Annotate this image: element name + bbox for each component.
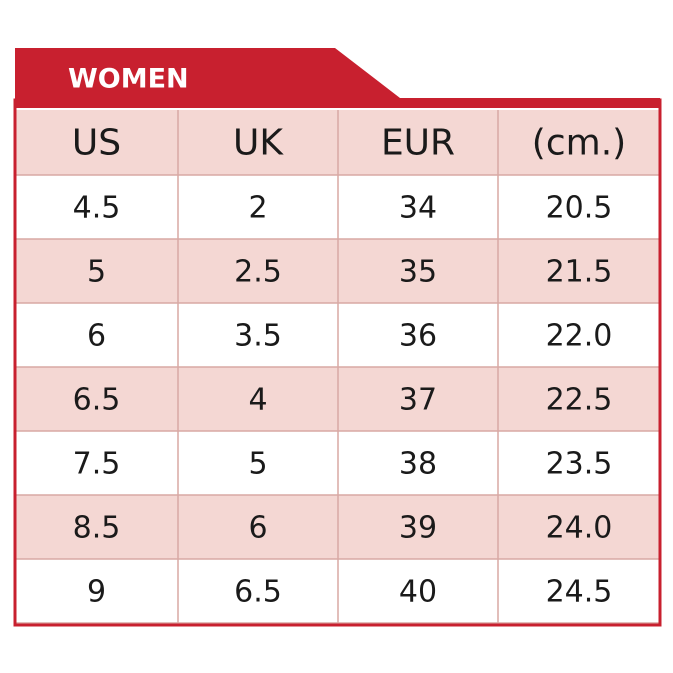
- table-cell: 38: [399, 447, 437, 482]
- table-cell: 3.5: [234, 319, 282, 354]
- table-cell: 5: [248, 447, 267, 482]
- table-cell: 2: [248, 191, 267, 226]
- table-border: [13, 98, 662, 627]
- table-cell: 6: [87, 319, 106, 354]
- table-cell: 22.5: [546, 383, 613, 418]
- table-cell: 6.5: [234, 575, 282, 610]
- table: US UK EUR (cm.) 4.5 2 34 20.5 5 2.5 35 21.5 6 3.5 36 22…: [15, 110, 660, 624]
- table-cell: 9: [87, 575, 106, 610]
- table-cell: 24.0: [546, 511, 613, 546]
- table-cell: 7.5: [73, 447, 121, 482]
- table-cell: 36: [399, 319, 437, 354]
- column-header: EUR: [381, 123, 455, 164]
- column-header: UK: [233, 123, 284, 164]
- table-cell: 20.5: [546, 191, 613, 226]
- title: WOMEN: [68, 64, 189, 95]
- table-cell: 23.5: [546, 447, 613, 482]
- table-cell: 4: [248, 383, 267, 418]
- table-cell: 40: [399, 575, 437, 610]
- table-cell: 22.0: [546, 319, 613, 354]
- table-cell: 39: [399, 511, 437, 546]
- column-header: US: [72, 123, 121, 164]
- table-cell: 34: [399, 191, 437, 226]
- table-cell: 4.5: [73, 191, 121, 226]
- table-cell: 5: [87, 255, 106, 290]
- table-cell: 35: [399, 255, 437, 290]
- table-cell: 2.5: [234, 255, 282, 290]
- column-header: (cm.): [532, 123, 626, 164]
- table-cell: 24.5: [546, 575, 613, 610]
- table-cell: 37: [399, 383, 437, 418]
- table-cell: 6.5: [73, 383, 121, 418]
- table-cell: 21.5: [546, 255, 613, 290]
- title-tab: [15, 48, 660, 108]
- table-cell: 8.5: [73, 511, 121, 546]
- table-cell: 6: [248, 511, 267, 546]
